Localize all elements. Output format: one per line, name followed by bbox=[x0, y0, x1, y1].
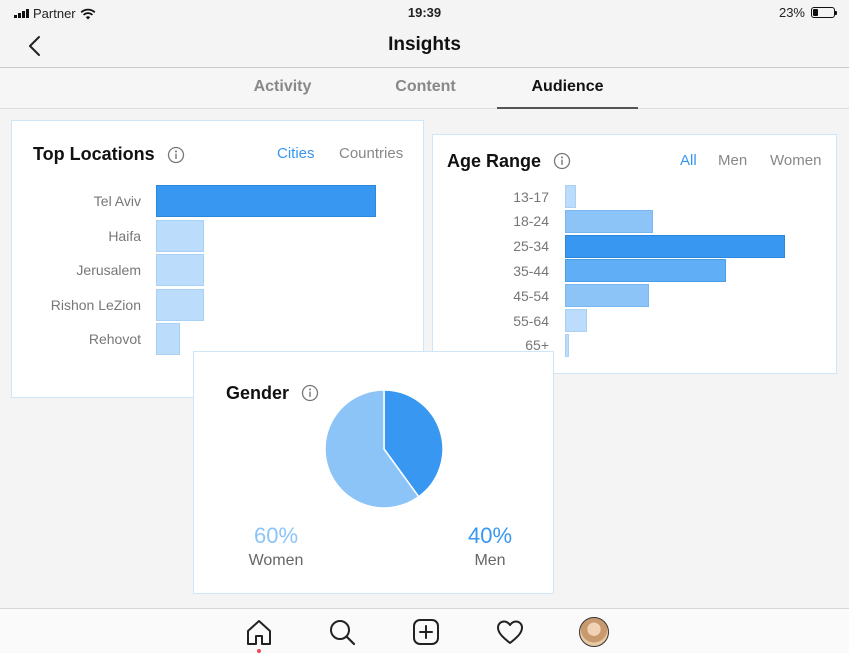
active-tab-indicator bbox=[497, 107, 638, 109]
bar-label: 13-17 bbox=[513, 188, 549, 205]
back-arrow-icon[interactable] bbox=[22, 32, 50, 60]
heart-icon[interactable] bbox=[495, 617, 525, 647]
bar-rehovot bbox=[156, 323, 180, 355]
bar-label: Tel Aviv bbox=[93, 193, 141, 209]
add-post-icon[interactable] bbox=[411, 617, 441, 647]
info-icon[interactable] bbox=[167, 146, 185, 164]
top-locations-title: Top Locations bbox=[33, 144, 155, 164]
countries-toggle[interactable]: Countries bbox=[339, 145, 404, 162]
status-bar: Partner 19:39 23% bbox=[0, 0, 849, 26]
women-label: Women bbox=[248, 552, 304, 569]
bar-13-17 bbox=[565, 185, 576, 208]
battery-fill bbox=[813, 9, 818, 16]
bar-65- bbox=[565, 333, 569, 357]
bar-35-44 bbox=[565, 259, 726, 283]
wifi-icon bbox=[80, 8, 96, 19]
bar-label: Rehovot bbox=[88, 331, 141, 347]
gender-pie-chart bbox=[324, 389, 444, 509]
home-active-dot bbox=[257, 649, 261, 653]
tab-activity[interactable]: Activity bbox=[253, 78, 312, 95]
women-toggle[interactable]: Women bbox=[770, 152, 822, 169]
age-range-card: Age Range All Men Women 13-17 18-24 25-34 3… bbox=[432, 134, 837, 374]
status-left: Partner bbox=[14, 6, 96, 21]
tab-audience[interactable]: Audience bbox=[531, 78, 604, 95]
men-toggle[interactable]: Men bbox=[718, 152, 748, 169]
bar-label: 18-24 bbox=[513, 213, 549, 230]
info-icon[interactable] bbox=[553, 152, 571, 170]
carrier-name: Partner bbox=[33, 6, 76, 21]
gender-title: Gender bbox=[226, 383, 290, 403]
bar-label: 35-44 bbox=[513, 262, 549, 279]
bar-label: 45-54 bbox=[513, 287, 549, 304]
pie-slice-men bbox=[383, 389, 444, 498]
women-percent: 60% bbox=[253, 523, 299, 548]
bar-label: 65+ bbox=[525, 337, 549, 354]
home-icon[interactable] bbox=[244, 617, 274, 647]
all-toggle[interactable]: All bbox=[680, 152, 697, 169]
battery-percent: 23% bbox=[778, 5, 805, 20]
status-right: 23% bbox=[778, 5, 837, 20]
tab-content[interactable]: Content bbox=[395, 78, 456, 95]
bar-18-24 bbox=[565, 209, 653, 233]
bar-55-64 bbox=[565, 309, 587, 332]
battery-icon bbox=[811, 7, 837, 18]
bar-jerusalem bbox=[156, 254, 204, 286]
insights-tabs: Activity Content Audience bbox=[0, 67, 849, 109]
status-time: 19:39 bbox=[407, 5, 442, 20]
bar-rishon-lezion bbox=[156, 288, 204, 321]
profile-avatar[interactable] bbox=[579, 617, 609, 647]
men-percent: 40% bbox=[467, 523, 513, 548]
bottom-tab-bar bbox=[0, 608, 849, 653]
pie-slice-women bbox=[324, 389, 420, 509]
men-label: Men bbox=[474, 552, 506, 569]
signal-icon bbox=[14, 9, 29, 18]
age-range-title: Age Range bbox=[447, 151, 542, 171]
bar-label: 25-34 bbox=[513, 238, 549, 255]
info-icon[interactable] bbox=[301, 384, 319, 402]
bar-tel-aviv bbox=[156, 185, 376, 217]
bar-haifa bbox=[156, 219, 204, 252]
bar-label: Haifa bbox=[108, 227, 141, 244]
bar-label: Rishon LeZion bbox=[50, 296, 141, 313]
bar-label: Jerusalem bbox=[76, 262, 141, 278]
gender-card: Gender 60% Women 40% Men bbox=[193, 351, 554, 594]
page-title: Insights bbox=[388, 34, 461, 55]
cities-toggle[interactable]: Cities bbox=[277, 145, 315, 162]
bar-25-34 bbox=[565, 234, 785, 258]
bar-label: 55-64 bbox=[513, 312, 549, 329]
search-icon[interactable] bbox=[327, 617, 357, 647]
bar-45-54 bbox=[565, 284, 649, 308]
nav-header: Insights bbox=[0, 26, 849, 66]
